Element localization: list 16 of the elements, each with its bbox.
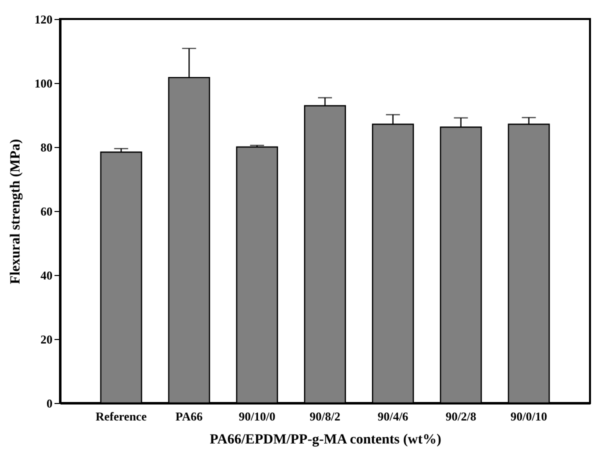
y-tick-label: 80 <box>40 140 52 154</box>
x-tick-label: 90/4/6 <box>378 410 408 424</box>
x-tick-label: 90/8/2 <box>310 410 340 424</box>
x-tick-label: PA66 <box>176 410 203 424</box>
y-tick-label: 100 <box>34 76 52 90</box>
y-tick-label: 40 <box>40 268 52 282</box>
y-tick-label: 120 <box>34 12 52 26</box>
y-tick-label: 20 <box>40 332 52 346</box>
y-axis-title: Flexural strength (MPa) <box>8 138 24 284</box>
y-tick-label: 0 <box>46 396 52 410</box>
x-tick-label: 90/2/8 <box>446 410 476 424</box>
x-tick-label: 90/0/10 <box>510 410 548 424</box>
x-tick-label: Reference <box>96 410 148 424</box>
x-axis-title: PA66/EPDM/PP-g-MA contents (wt%) <box>210 432 442 448</box>
x-tick-label: 90/10/0 <box>238 410 276 424</box>
y-tick-label: 60 <box>40 204 52 218</box>
